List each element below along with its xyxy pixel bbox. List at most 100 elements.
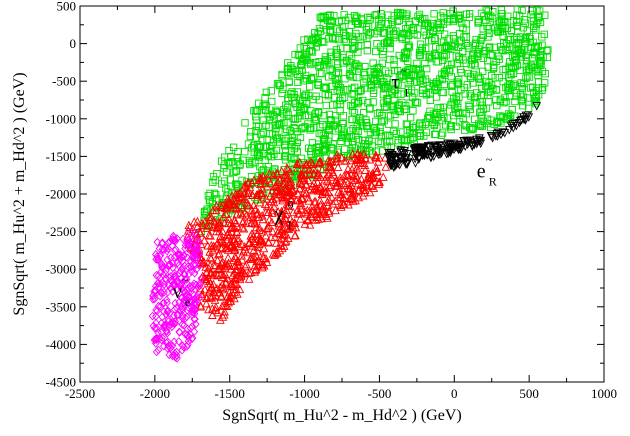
data-point: [254, 212, 264, 221]
data-point: [205, 278, 215, 288]
data-point: [422, 91, 431, 99]
data-point: [433, 124, 441, 132]
x-tick-label: -500: [368, 386, 392, 401]
data-point: [255, 99, 263, 107]
data-point: [407, 114, 415, 122]
data-point: [416, 129, 425, 138]
data-point: [324, 90, 333, 98]
data-point: [386, 55, 394, 64]
data-point: [538, 33, 546, 41]
data-point: [236, 208, 246, 217]
data-point: [327, 19, 335, 27]
data-point: [190, 327, 199, 337]
data-point: [536, 18, 545, 27]
data-point: [277, 166, 286, 175]
data-point: [183, 285, 192, 295]
data-point: [281, 151, 290, 160]
data-point: [511, 57, 520, 65]
data-point: [230, 215, 240, 225]
data-point: [375, 22, 383, 30]
data-point: [320, 136, 328, 144]
data-point: [244, 274, 254, 283]
data-point: [197, 218, 207, 227]
data-point: [184, 238, 192, 248]
data-point: [308, 48, 317, 56]
data-point: [296, 169, 306, 179]
data-point: [259, 128, 268, 137]
data-point: [462, 33, 470, 41]
data-point: [479, 67, 487, 76]
data-point: [282, 101, 290, 109]
x-tick-label: 500: [519, 386, 539, 401]
data-point: [415, 51, 424, 59]
data-point: [241, 119, 249, 127]
data-point: [357, 86, 365, 94]
data-point: [218, 212, 228, 221]
data-point: [504, 86, 512, 94]
data-point: [426, 89, 434, 97]
data-point: [512, 39, 521, 47]
data-point: [517, 46, 526, 54]
data-point: [419, 76, 427, 84]
data-point: [472, 135, 481, 145]
data-point: [178, 311, 187, 321]
data-point: [505, 110, 513, 118]
data-point: [454, 109, 463, 118]
data-point: [242, 197, 252, 207]
data-point: [287, 90, 295, 98]
data-point: [472, 35, 480, 44]
data-point: [447, 121, 455, 130]
data-point: [375, 63, 383, 71]
data-point: [259, 165, 268, 174]
data-point: [239, 224, 249, 233]
data-point: [531, 94, 539, 102]
data-point: [227, 182, 235, 190]
data-point: [487, 87, 495, 95]
data-point: [510, 80, 518, 88]
data-point: [440, 38, 448, 46]
data-point: [451, 40, 459, 48]
data-point: [267, 87, 275, 95]
data-point: [389, 159, 398, 169]
data-point: [450, 16, 458, 24]
data-point: [336, 200, 346, 209]
data-point: [332, 46, 341, 54]
data-point: [336, 176, 345, 185]
data-point: [291, 222, 301, 232]
data-point: [509, 69, 518, 78]
data-point: [329, 101, 337, 109]
data-point: [311, 215, 321, 224]
data-point: [525, 33, 533, 41]
data-point: [206, 189, 214, 198]
data-point: [158, 260, 166, 270]
data-point: [418, 86, 427, 94]
data-point: [306, 184, 316, 194]
data-point: [425, 143, 434, 152]
data-point: [309, 164, 318, 173]
data-point: [255, 225, 264, 235]
data-point: [320, 61, 328, 69]
data-point: [333, 162, 343, 171]
data-point: [507, 63, 515, 72]
data-point: [470, 115, 479, 123]
data-point: [280, 110, 288, 118]
data-point: [340, 93, 349, 101]
data-point: [372, 128, 381, 137]
data-point: [455, 76, 463, 84]
data-point: [377, 132, 386, 141]
series-diamond: [148, 228, 206, 363]
data-point: [202, 223, 211, 232]
data-point: [311, 109, 320, 118]
data-point: [163, 337, 172, 347]
data-point: [342, 37, 350, 46]
data-point: [261, 230, 271, 240]
data-point: [175, 297, 183, 307]
region-label-superscript: 0: [288, 197, 294, 211]
data-point: [484, 63, 492, 71]
data-point: [339, 128, 347, 136]
y-tick-label: -500: [52, 74, 76, 89]
data-point: [322, 197, 332, 206]
data-point: [334, 187, 343, 196]
data-point: [345, 13, 353, 22]
data-point: [200, 284, 210, 294]
